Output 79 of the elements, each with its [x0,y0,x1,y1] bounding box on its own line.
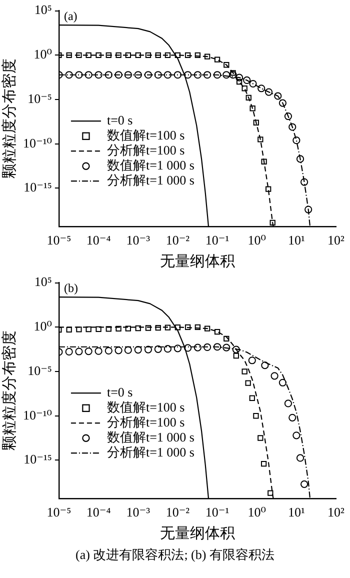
point [204,343,212,352]
point [125,326,131,332]
point [76,326,82,332]
y-tick-label: 10⁵ [34,2,52,18]
annotation: (b) [64,280,78,295]
legend-label: t=0 s [106,112,133,128]
point [154,345,162,353]
legend-label: t=0 s [106,384,133,400]
point [164,345,172,353]
point [94,347,102,355]
point [222,344,230,352]
point [114,346,122,354]
point [66,326,72,333]
point [84,348,92,356]
legend-label: 数值解t=100 s [106,128,185,143]
point [135,325,141,332]
legend-label: 数值解t=1 000 s [106,158,194,173]
x-tick-label: 10¹ [288,504,305,520]
point [233,352,239,359]
y-axis-title: 颗粒粒度分布密度 [0,330,18,451]
y-tick-label: 10⁰ [34,46,52,62]
x-tick-label: 10⁻² [166,232,190,248]
x-tick-label: 10⁻⁴ [86,504,112,520]
point [155,324,161,331]
point [145,325,152,331]
point [65,348,73,356]
x-tick-label: 10⁰ [248,504,266,520]
x-tick-label: 10⁻⁴ [86,232,112,248]
point [75,348,83,356]
point [134,346,142,354]
x-axis-title: 无量纲体积 [160,252,235,270]
annotation: (a) [64,8,78,23]
y-tick-label: 10⁻¹⁵ [24,452,52,467]
point [194,324,201,330]
point [104,346,112,355]
y-tick-label: 10⁵ [34,274,52,290]
x-tick-label: 10² [328,232,345,248]
point [214,328,220,335]
point [174,324,181,330]
point [174,344,182,352]
point [204,326,210,332]
y-tick-label: 10⁰ [34,318,52,334]
point [224,336,230,342]
legend-label: 数值解t=1 000 s [106,430,194,445]
point [124,346,132,354]
legend-label: 分析解t=1 000 s [106,444,194,460]
point [232,346,240,354]
point [96,326,102,332]
point [184,344,192,352]
x-tick-label: 10⁻³ [126,504,150,520]
point [213,343,222,351]
legend-label: 数值解t=100 s [106,400,185,415]
x-tick-label: 10⁻³ [126,232,150,248]
x-tick-label: 10⁻⁵ [46,504,72,520]
x-tick-label: 10⁻¹ [205,232,230,248]
y-tick-label: 10⁻¹⁵ [24,180,52,195]
x-tick-label: 10⁰ [248,232,266,248]
y-tick-label: 10⁻¹⁰ [22,407,52,422]
text: (a) 改进有限容积法; (b) 有限容积法 [74,546,276,564]
x-tick-label: 10⁻⁵ [46,232,72,248]
legend-label: 分析解t=1 000 s [106,172,194,188]
y-tick-label: 10⁻⁵ [28,90,52,106]
point [164,324,171,330]
y-axis-title: 颗粒粒度分布密度 [0,58,18,179]
x-tick-label: 10² [328,504,345,520]
point [86,326,92,332]
x-axis-title: 无量纲体积 [160,524,235,542]
point [144,346,152,354]
y-tick-label: 10⁻¹⁰ [22,135,52,150]
x-tick-label: 10⁻¹ [205,504,230,520]
point [194,344,202,352]
y-tick-label: 10⁻⁵ [28,362,52,378]
point [106,326,112,332]
x-tick-label: 10¹ [288,232,305,248]
legend-label: 分析解t=100 s [106,142,185,158]
point [184,324,191,330]
x-tick-label: 10⁻² [166,504,190,520]
point [116,326,122,332]
legend-label: 分析解t=100 s [106,414,185,430]
